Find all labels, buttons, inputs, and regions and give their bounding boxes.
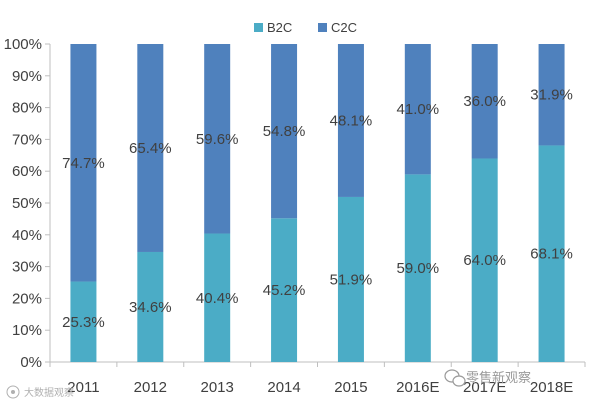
y-tick-label: 50%	[12, 195, 42, 212]
data-label-b2c: 68.1%	[530, 246, 573, 263]
y-tick-label: 40%	[12, 227, 42, 244]
bars	[70, 44, 565, 362]
bar-b2c-2015	[337, 196, 364, 362]
x-tick-label: 2015	[334, 379, 367, 396]
bar-c2c-2016e	[404, 44, 431, 175]
bar-b2c-2011	[70, 281, 97, 362]
data-label-c2c: 59.6%	[196, 131, 239, 148]
y-tick-label: 60%	[12, 163, 42, 180]
data-label-b2c: 51.9%	[330, 271, 373, 288]
bar-b2c-2013	[204, 233, 231, 362]
bar-c2c-2017e	[471, 44, 498, 159]
y-tick-label: 70%	[12, 131, 42, 148]
data-label-c2c: 41.0%	[397, 101, 440, 118]
y-tick-label: 10%	[12, 322, 42, 339]
x-tick-label: 2017E	[463, 379, 506, 396]
y-tick-label: 30%	[12, 259, 42, 276]
bar-c2c-2012	[137, 44, 164, 252]
wechat-icon	[444, 369, 466, 387]
y-tick-label: 100%	[4, 36, 42, 53]
y-tick-label: 80%	[12, 100, 42, 117]
data-label-c2c: 36.0%	[463, 93, 506, 110]
data-labels: 25.3% 74.7% 34.6% 65.4% 40.4% 59.6% 45.2% 54.8%…	[62, 87, 573, 331]
data-label-c2c: 31.9%	[530, 87, 573, 104]
axes: 0% 10% 20% 30% 40% 50% 60% 70% 80% 90% 100% 2011 201…	[4, 36, 586, 396]
x-tick-label: 2016E	[396, 379, 439, 396]
data-label-b2c: 40.4%	[196, 290, 239, 307]
data-label-b2c: 64.0%	[463, 252, 506, 269]
watermark-text-right: 零售新观察	[466, 370, 531, 385]
watermark: 零售新观察 大数据观察	[6, 369, 531, 399]
y-tick-label: 0%	[20, 354, 42, 371]
bar-b2c-2014	[271, 218, 298, 362]
y-tick-label: 20%	[12, 290, 42, 307]
data-label-b2c: 25.3%	[62, 314, 105, 331]
x-tick-label: 2011	[67, 379, 99, 396]
bar-b2c-2018e	[538, 145, 565, 362]
bar-c2c-2013	[204, 44, 231, 234]
watermark-text-left: 大数据观察	[24, 386, 74, 399]
data-label-c2c: 48.1%	[330, 112, 373, 129]
bar-c2c-2018e	[538, 44, 565, 146]
legend-swatch-b2c	[254, 23, 263, 32]
legend-swatch-c2c	[318, 23, 327, 32]
data-label-b2c: 45.2%	[263, 282, 306, 299]
data-label-b2c: 59.0%	[397, 260, 440, 277]
legend-label-b2c: B2C	[267, 20, 292, 35]
data-label-b2c: 34.6%	[129, 299, 172, 316]
legend: B2C C2C	[254, 20, 357, 35]
x-tick-label: 2018E	[530, 379, 573, 396]
weibo-icon	[6, 385, 20, 399]
data-label-c2c: 54.8%	[263, 123, 306, 140]
bar-c2c-2011	[70, 44, 97, 282]
x-tick-label: 2014	[267, 379, 300, 396]
data-label-c2c: 74.7%	[62, 155, 105, 172]
bar-b2c-2012	[137, 251, 164, 362]
data-label-c2c: 65.4%	[129, 140, 172, 157]
x-tick-label: 2012	[134, 379, 167, 396]
bar-c2c-2014	[271, 44, 298, 219]
legend-label-c2c: C2C	[331, 20, 357, 35]
bar-b2c-2016e	[404, 174, 431, 362]
y-tick-label: 90%	[12, 68, 42, 85]
bar-c2c-2015	[337, 44, 364, 197]
x-tick-label: 2013	[201, 379, 234, 396]
bar-b2c-2017e	[471, 158, 498, 362]
